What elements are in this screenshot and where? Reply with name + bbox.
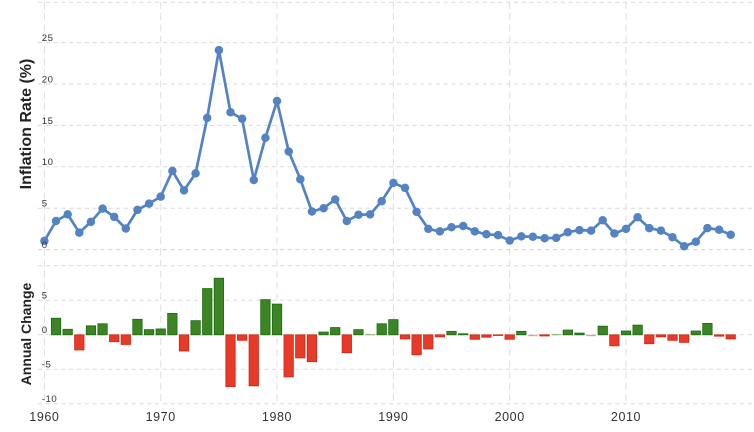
- svg-text:1990: 1990: [378, 410, 408, 424]
- svg-text:Inflation Rate (%): Inflation Rate (%): [18, 59, 35, 190]
- svg-text:Annual Change: Annual Change: [18, 282, 34, 385]
- svg-text:0: 0: [42, 240, 48, 251]
- svg-text:10: 10: [42, 157, 54, 168]
- svg-text:-5: -5: [42, 360, 52, 371]
- svg-text:-10: -10: [42, 394, 57, 405]
- svg-text:2000: 2000: [495, 410, 525, 424]
- svg-text:0: 0: [42, 325, 48, 336]
- svg-text:25: 25: [42, 33, 54, 44]
- svg-text:5: 5: [42, 199, 48, 210]
- svg-text:5: 5: [42, 291, 48, 302]
- svg-text:1960: 1960: [29, 410, 59, 424]
- svg-text:20: 20: [42, 74, 54, 85]
- svg-text:1980: 1980: [262, 410, 292, 424]
- svg-text:1970: 1970: [146, 410, 176, 424]
- svg-text:15: 15: [42, 116, 54, 127]
- svg-text:2010: 2010: [611, 410, 641, 424]
